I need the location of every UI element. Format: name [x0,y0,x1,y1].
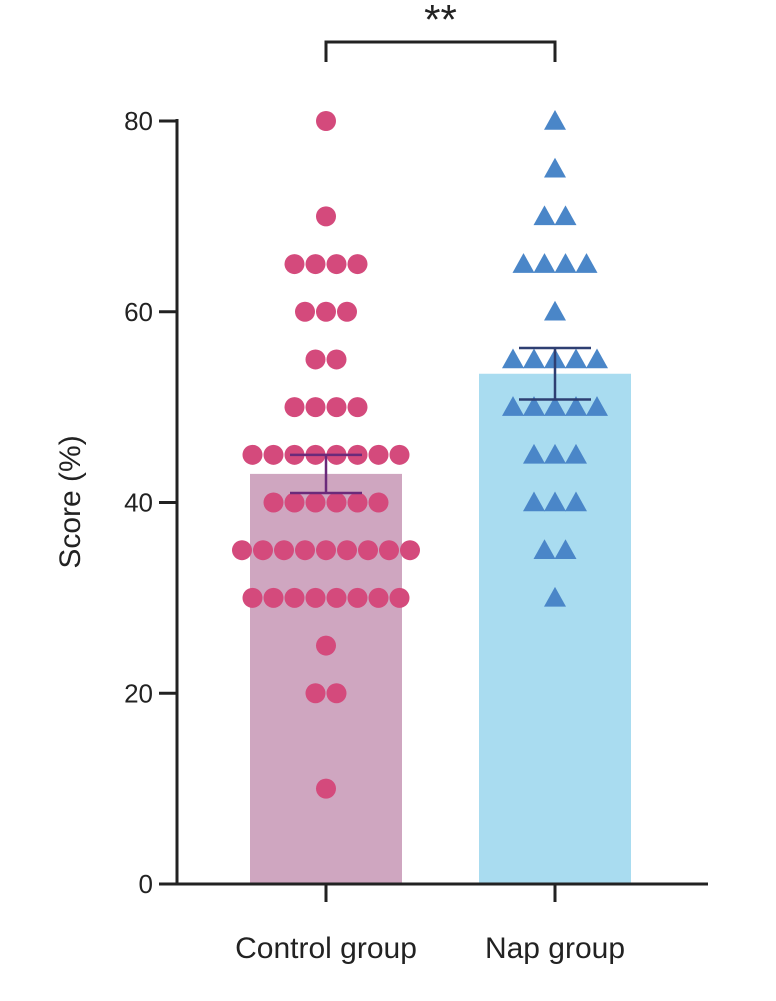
data-point-nap [544,586,566,607]
data-point-nap [502,348,524,369]
data-point-control [347,492,368,513]
data-point-nap [512,253,535,273]
data-point-nap [502,396,524,416]
data-point-control [337,540,357,561]
y-axis-title: Score (%) [54,435,87,568]
data-point-control [389,587,410,608]
data-point-control [253,540,273,561]
data-point-nap [523,348,545,369]
data-point-control [295,301,315,322]
y-tick-label: 0 [139,869,153,899]
significance-bracket [324,40,557,62]
data-point-control [263,587,284,608]
data-point-control [326,492,347,513]
x-tick-label-control: Control group [235,932,417,965]
data-point-control [284,397,305,418]
data-point-nap [523,491,545,512]
data-point-control [316,111,336,131]
data-point-control [326,254,347,275]
data-point-control [368,587,389,608]
data-point-control [400,540,420,561]
data-point-nap [554,205,577,226]
data-point-control [263,492,284,513]
data-point-control [326,397,347,418]
significance-label: ** [424,0,457,43]
data-point-control [368,492,389,513]
data-point-control [284,492,305,513]
data-point-nap [544,157,566,178]
data-point-nap [544,300,566,321]
data-point-nap [565,443,587,464]
data-point-nap [533,539,556,559]
y-tick-label: 80 [124,106,153,136]
y-tick-label: 40 [124,488,153,518]
data-point-control [347,587,368,608]
data-point-nap [565,396,587,416]
data-point-control [284,587,305,608]
data-point-control [274,540,294,561]
data-point-nap [586,396,608,416]
data-point-control [358,540,378,561]
data-point-control [232,540,252,561]
data-point-nap [544,396,566,416]
data-point-nap [523,396,545,416]
data-point-control [326,349,347,370]
data-point-nap [533,253,556,273]
data-point-control [316,540,336,561]
data-point-control [295,540,315,561]
data-point-control [305,683,326,704]
data-point-control [242,587,263,608]
data-point-control [347,397,368,418]
data-point-nap [523,443,545,464]
data-point-nap [544,443,566,464]
data-point-control [305,254,326,275]
data-point-control [242,444,263,465]
data-point-control [326,683,347,704]
y-tick-label: 60 [124,297,153,327]
data-point-nap [544,491,566,512]
data-point-control [305,492,326,513]
data-point-nap [533,205,556,226]
data-point-control [316,635,336,656]
data-point-control [347,254,368,275]
data-point-control [284,254,305,275]
data-point-nap [586,348,608,369]
data-point-control [326,587,347,608]
data-point-control [305,397,326,418]
data-point-nap [544,110,566,130]
data-point-control [337,301,357,322]
data-point-nap [575,253,598,273]
bar-control [250,473,402,884]
x-tick-label-nap: Nap group [485,932,625,965]
data-point-control [263,444,284,465]
data-point-control [316,206,336,227]
data-point-control [379,540,399,561]
data-point-nap [565,348,587,369]
data-point-nap [554,253,577,273]
data-point-nap [565,491,587,512]
y-tick-label: 20 [124,678,153,708]
data-point-control [316,778,336,799]
data-point-nap [554,539,577,559]
data-point-control [305,349,326,370]
data-point-control [368,444,389,465]
data-point-control [305,587,326,608]
data-point-control [389,444,410,465]
data-point-control [316,301,336,322]
